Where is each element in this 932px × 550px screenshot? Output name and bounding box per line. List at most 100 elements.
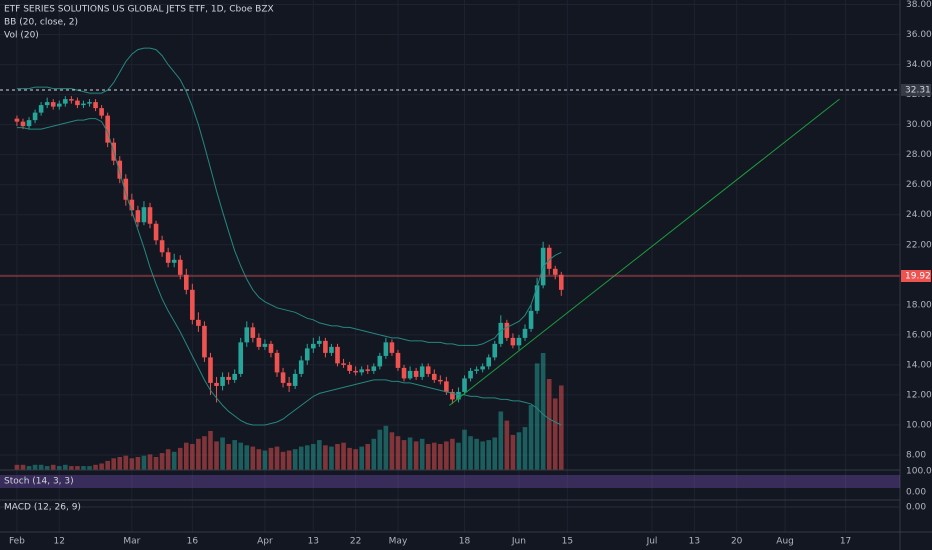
volume-bar [292, 449, 298, 470]
x-tick-label: Aug [776, 537, 794, 547]
volume-bar [129, 458, 135, 470]
volume-bar [153, 457, 159, 470]
volume-bar [56, 466, 62, 470]
volume-bar [135, 457, 141, 470]
candle-body [444, 381, 449, 392]
candle-body [365, 369, 371, 371]
volume-bar [383, 425, 389, 470]
candle-body [371, 366, 377, 371]
volume-bar [389, 432, 395, 470]
candle-body [474, 369, 479, 371]
candle-body [208, 357, 213, 383]
y-tick-label: 28.00 [906, 150, 932, 160]
volume-bar [38, 464, 44, 470]
y-tick-label: 10.00 [906, 420, 932, 430]
volume-bar [377, 429, 383, 470]
volume-bar [468, 436, 473, 470]
last-price-label: 19.92 [905, 271, 931, 281]
volume-bar [171, 451, 177, 470]
candle-body [268, 343, 274, 353]
volume-bar [317, 440, 322, 470]
candle-body [117, 160, 123, 179]
volume-bar [14, 464, 20, 470]
volume-bar [341, 442, 346, 470]
candle-body [141, 207, 147, 223]
candle-body [147, 207, 153, 224]
candle-body [407, 370, 413, 379]
volume-bar [123, 455, 129, 470]
candle-body [202, 325, 207, 358]
volume-bar [552, 398, 558, 470]
candle-body [87, 102, 92, 104]
x-tick-label: May [389, 537, 408, 547]
candle-body [498, 322, 504, 344]
volume-bar [353, 449, 358, 470]
y-tick-label: 14.00 [906, 360, 932, 370]
price-label: 32.31 [905, 85, 931, 95]
candle-body [256, 337, 262, 347]
volume-bar [111, 458, 117, 470]
candle-body [395, 352, 401, 368]
volume-bar [323, 445, 328, 470]
volume-bar [419, 438, 425, 470]
volume-bar [105, 460, 110, 470]
volume-bar [93, 464, 98, 470]
volume-bar [50, 464, 56, 470]
volume-bar [177, 447, 183, 470]
y-tick-label: 34.00 [906, 60, 932, 70]
volume-bar [450, 438, 455, 470]
candle-body [401, 367, 407, 379]
candle-body [274, 352, 280, 373]
candle-body [438, 379, 443, 382]
plot [0, 47, 900, 470]
volume-bar [208, 431, 213, 470]
candle-body [190, 289, 195, 320]
volume-bar [407, 437, 413, 470]
volume-bar [401, 440, 407, 470]
candle-body [26, 120, 32, 127]
candle-body [69, 99, 74, 101]
candle-body [159, 240, 165, 253]
volume-bar [456, 442, 461, 470]
candle-body [311, 343, 316, 349]
volume-bar [546, 379, 552, 470]
volume-bar [202, 436, 207, 470]
candle-body [32, 112, 38, 121]
volume-bar [214, 441, 219, 470]
volume-bar [304, 445, 310, 470]
candle-body [244, 327, 250, 343]
volume-bar [371, 438, 377, 470]
candle-body [123, 178, 129, 200]
candle-body [250, 327, 256, 338]
candle-body [177, 259, 183, 275]
candle-body [450, 391, 455, 400]
candle-body [323, 340, 328, 353]
volume-bar [159, 453, 165, 470]
volume-bar [262, 450, 268, 470]
candle-body [93, 102, 98, 109]
x-tick-label: Mar [123, 537, 140, 547]
volume-bar [44, 466, 50, 470]
volume-bar [540, 353, 546, 470]
title: ETF SERIES SOLUTIONS US GLOBAL JETS ETF,… [4, 5, 274, 15]
x-tick-label: 22 [350, 537, 361, 547]
candle-body [335, 346, 340, 364]
volume-bar [347, 447, 352, 470]
x-tick-label: Feb [9, 537, 25, 547]
y-tick-label: 26.00 [906, 180, 932, 190]
x-tick-label: 12 [54, 537, 65, 547]
candle-body [196, 319, 201, 326]
candle-body [165, 252, 171, 263]
volume-bar [510, 434, 516, 470]
x-tick-label: 20 [731, 537, 743, 547]
candle-body [317, 340, 322, 344]
x-tick-label: 16 [187, 537, 199, 547]
candle-body [480, 366, 485, 370]
volume-bar [69, 466, 74, 470]
overlay-label: BB (20, close, 2) [4, 18, 78, 28]
bollinger-band [16, 47, 562, 346]
candle-body [486, 357, 492, 367]
x-tick-label: Jun [511, 537, 526, 547]
candle-body [425, 366, 431, 374]
